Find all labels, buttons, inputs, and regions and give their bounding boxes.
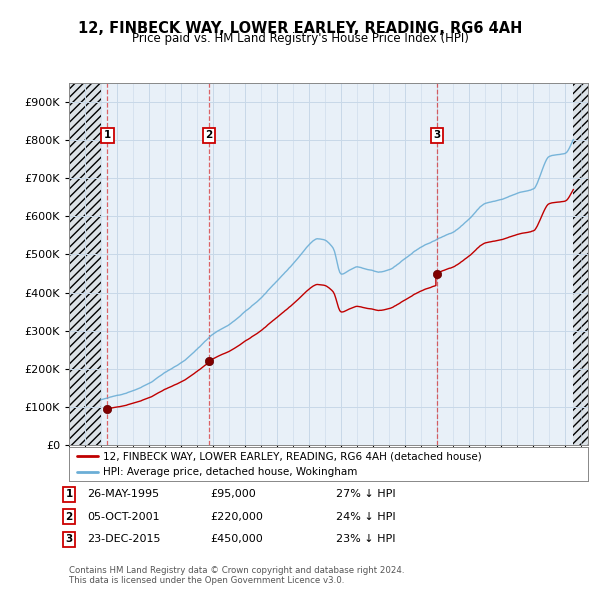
Text: 12, FINBECK WAY, LOWER EARLEY, READING, RG6 4AH: 12, FINBECK WAY, LOWER EARLEY, READING, …	[78, 21, 522, 36]
Text: 27% ↓ HPI: 27% ↓ HPI	[336, 490, 395, 499]
Text: 3: 3	[65, 535, 73, 544]
Text: £450,000: £450,000	[210, 535, 263, 544]
Text: 2: 2	[206, 130, 213, 140]
Text: 2: 2	[65, 512, 73, 522]
Text: 3: 3	[433, 130, 440, 140]
Text: 26-MAY-1995: 26-MAY-1995	[87, 490, 159, 499]
Text: 23% ↓ HPI: 23% ↓ HPI	[336, 535, 395, 544]
Bar	[69, 83, 101, 445]
Text: 05-OCT-2001: 05-OCT-2001	[87, 512, 160, 522]
Text: 1: 1	[104, 130, 111, 140]
Text: HPI: Average price, detached house, Wokingham: HPI: Average price, detached house, Woki…	[103, 467, 357, 477]
Text: £220,000: £220,000	[210, 512, 263, 522]
Text: 23-DEC-2015: 23-DEC-2015	[87, 535, 161, 544]
Bar	[574, 83, 588, 445]
Text: 12, FINBECK WAY, LOWER EARLEY, READING, RG6 4AH (detached house): 12, FINBECK WAY, LOWER EARLEY, READING, …	[103, 451, 481, 461]
Text: 1: 1	[65, 490, 73, 499]
Text: Contains HM Land Registry data © Crown copyright and database right 2024.
This d: Contains HM Land Registry data © Crown c…	[69, 566, 404, 585]
Text: 24% ↓ HPI: 24% ↓ HPI	[336, 512, 395, 522]
Text: Price paid vs. HM Land Registry's House Price Index (HPI): Price paid vs. HM Land Registry's House …	[131, 32, 469, 45]
Text: £95,000: £95,000	[210, 490, 256, 499]
